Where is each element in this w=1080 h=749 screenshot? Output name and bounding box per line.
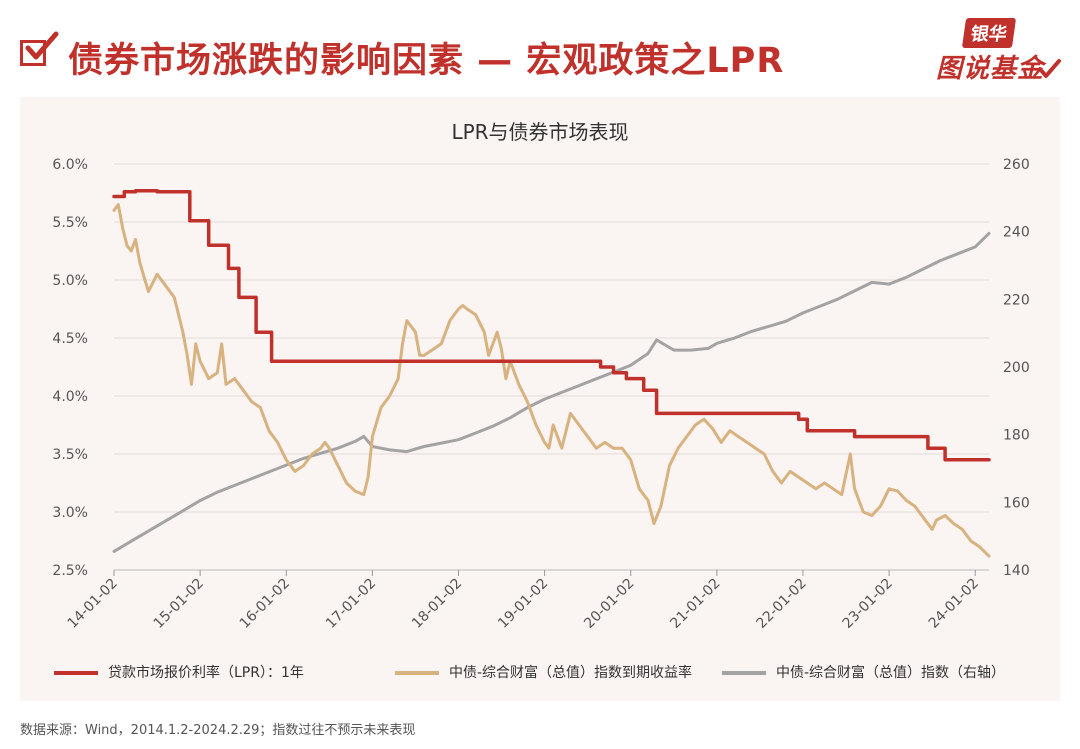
y-left-tick-label: 6.0% <box>52 157 88 173</box>
header: 债券市场涨跌的影响因素 — 宏观政策之LPR 银华 图说基金 <box>0 0 1080 95</box>
brand-top-text: 银华 <box>961 18 1017 48</box>
legend-swatch <box>54 671 98 675</box>
y-right-tick-label: 260 <box>1003 157 1030 173</box>
y-left-tick-label: 5.0% <box>52 273 88 289</box>
x-tick-label: 19-01-02 <box>495 576 551 632</box>
x-tick-label: 18-01-02 <box>409 576 465 632</box>
brand-check-icon <box>1038 59 1061 78</box>
legend-label: 中债-综合财富（总值）指数到期收益率 <box>449 665 693 681</box>
legend-swatch <box>395 671 439 675</box>
brand-logo: 银华 图说基金 <box>936 18 1066 90</box>
x-tick-label: 22-01-02 <box>754 576 810 632</box>
chart-panel: LPR与债券市场表现 2.5% 3.0% 3.5% 4.0% 4.5% 5.0% 5.5% 6.… <box>20 97 1060 701</box>
brand-bottom-text: 图说基金 <box>936 54 1045 84</box>
chart-title: LPR与债券市场表现 <box>451 120 628 144</box>
x-tick-label: 17-01-02 <box>323 576 379 632</box>
x-tick-label: 15-01-02 <box>151 576 207 632</box>
x-tick-label: 14-01-02 <box>65 576 121 632</box>
y-left-tick-label: 4.5% <box>52 331 88 347</box>
y-right-tick-label: 220 <box>1003 292 1030 308</box>
legend-label: 贷款市场报价利率（LPR）：1年 <box>108 665 304 681</box>
line-chart: LPR与债券市场表现 2.5% 3.0% 3.5% 4.0% 4.5% 5.0% 5.5% 6.… <box>52 120 1030 632</box>
x-tick-label: 20-01-02 <box>581 576 637 632</box>
y-left-tick-label: 3.5% <box>52 447 88 463</box>
y-left-tick-label: 3.0% <box>52 505 88 521</box>
yield-series-line <box>112 203 991 558</box>
legend-swatch <box>722 671 766 675</box>
page-title: 债券市场涨跌的影响因素 — 宏观政策之LPR <box>68 41 785 81</box>
y-right-tick-label: 180 <box>1003 428 1030 444</box>
y-left-tick-label: 5.5% <box>52 215 88 231</box>
y-right-tick-label: 160 <box>1003 495 1030 511</box>
footnote: 数据来源：Wind，2014.1.2-2024.2.29；指数过往不预示未来表现 <box>20 723 416 738</box>
checkmark-icon <box>25 31 59 60</box>
y-right-tick-label: 240 <box>1003 225 1030 241</box>
legend-label: 中债-综合财富（总值）指数（右轴） <box>776 665 1006 681</box>
x-tick-label: 24-01-02 <box>926 576 982 632</box>
y-right-tick-label: 200 <box>1003 360 1030 376</box>
x-tick-label: 21-01-02 <box>667 576 723 632</box>
x-tick-label: 23-01-02 <box>840 576 896 632</box>
y-left-tick-label: 2.5% <box>52 563 88 579</box>
index-series-line <box>112 231 991 553</box>
y-left-tick-label: 4.0% <box>52 389 88 405</box>
lpr-series-line <box>112 188 991 462</box>
y-right-tick-label: 140 <box>1003 563 1030 579</box>
x-tick-label: 16-01-02 <box>237 576 293 632</box>
